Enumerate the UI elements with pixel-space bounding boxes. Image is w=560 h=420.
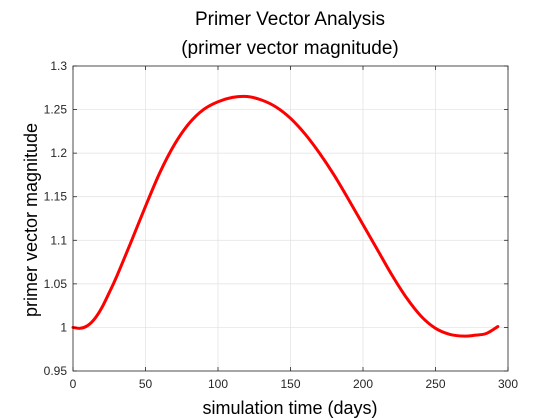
x-axis-label: simulation time (days)	[202, 398, 377, 418]
x-tick-label: 50	[139, 377, 153, 391]
y-tick-label: 1.3	[50, 59, 67, 73]
y-tick-label: 1.2	[50, 146, 67, 160]
x-tick-label: 200	[353, 377, 373, 391]
x-tick-label: 100	[208, 377, 228, 391]
x-tick-label: 250	[425, 377, 445, 391]
chart-subtitle: (primer vector magnitude)	[181, 38, 399, 59]
y-tick-label: 0.95	[44, 364, 68, 378]
x-tick-label: 150	[280, 377, 300, 391]
x-tick-label: 300	[498, 377, 518, 391]
y-tick-label: 1.25	[44, 103, 68, 117]
y-tick-label: 1.15	[44, 190, 68, 204]
x-axis-ticks: 0 50 100 150 200 250 300	[70, 66, 518, 391]
y-tick-label: 1.05	[44, 277, 68, 291]
y-tick-label: 1	[60, 320, 67, 334]
series-layer	[71, 94, 500, 338]
grid-lines	[72, 65, 509, 372]
y-tick-label: 1.1	[50, 233, 67, 247]
chart-title: Primer Vector Analysis	[195, 9, 385, 30]
x-tick-label: 0	[70, 377, 77, 391]
series-line	[71, 94, 500, 338]
y-axis-label: primer vector magnitude	[21, 123, 41, 317]
y-axis-ticks: 0.95 1 1.05 1.1 1.15 1.2 1.25 1.3	[44, 59, 508, 378]
